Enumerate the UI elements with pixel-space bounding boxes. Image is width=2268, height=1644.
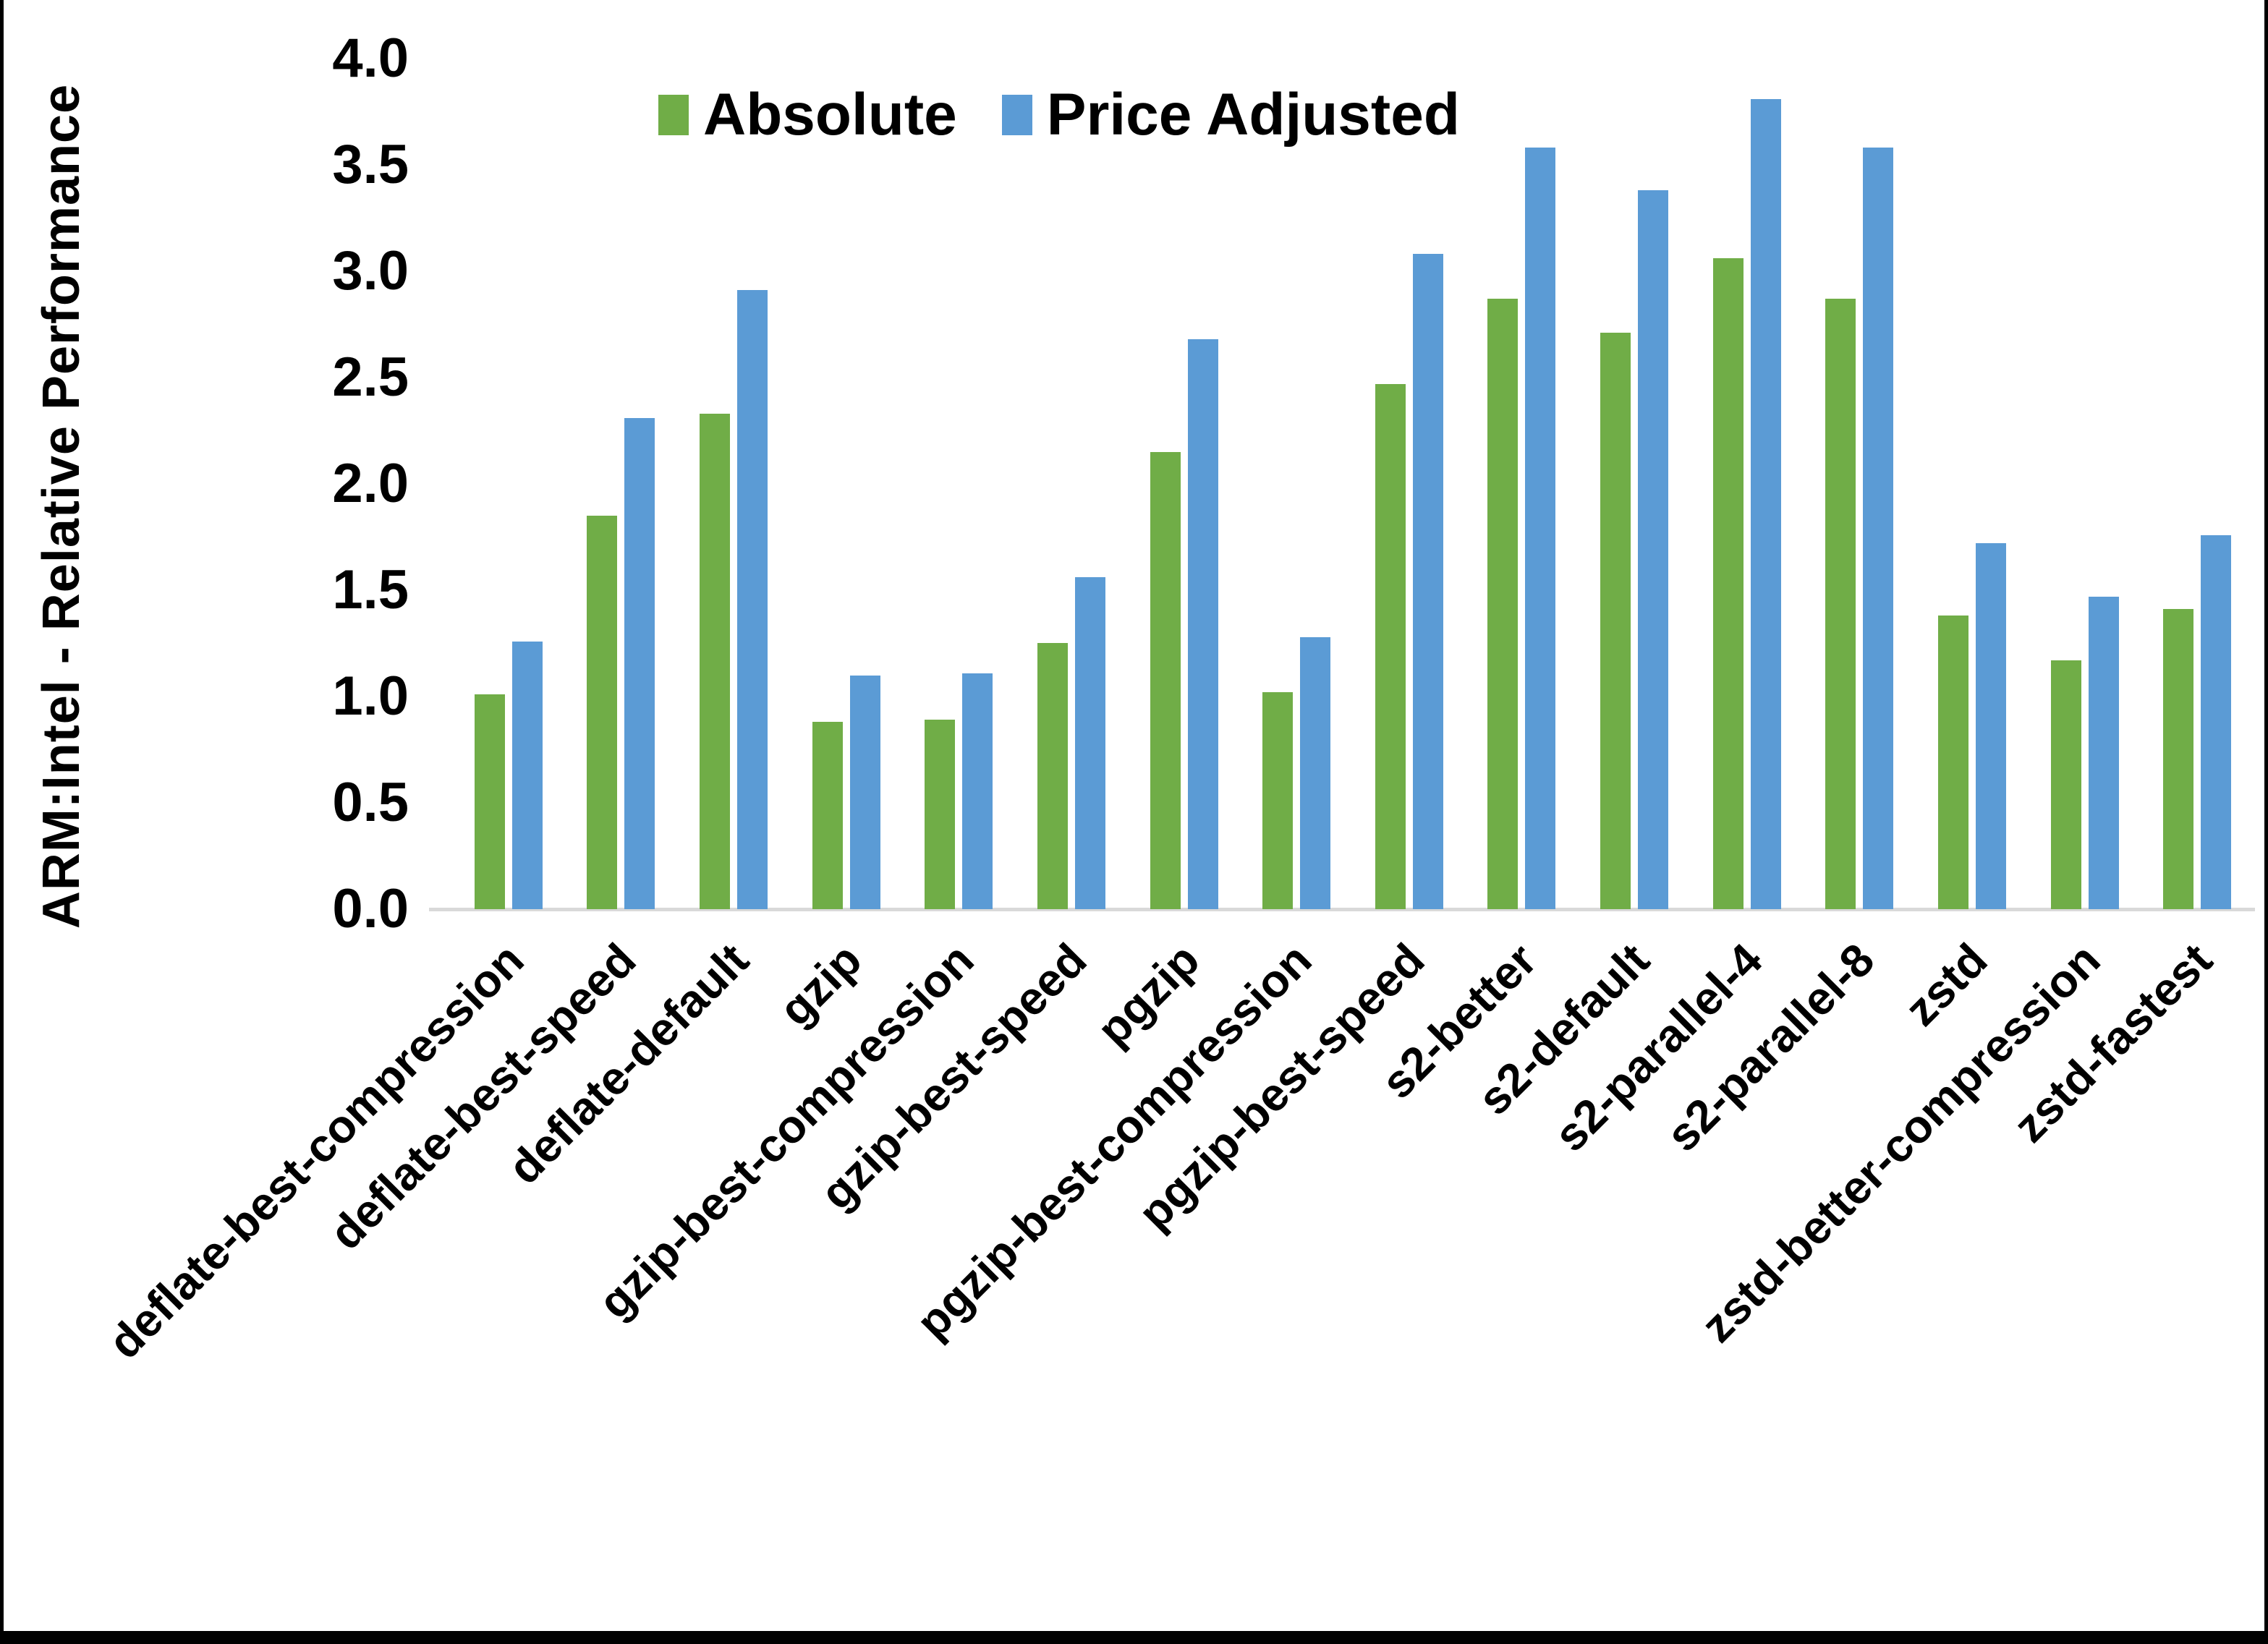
legend-item-price-adjusted: Price Adjusted: [1001, 82, 1460, 148]
bar-price-adjusted-s2-better: [1525, 148, 1556, 909]
bar-price-adjusted-pgzip-best-speed: [1412, 254, 1443, 909]
legend-label-absolute: Absolute: [703, 82, 957, 148]
bar-absolute-zstd-better-compression: [2050, 660, 2081, 909]
bar-absolute-deflate-best-speed: [587, 516, 618, 909]
bar-price-adjusted-deflate-best-compression: [511, 642, 543, 909]
bar-absolute-gzip-best-speed: [1037, 643, 1068, 909]
y-tick-label: 2.0: [332, 453, 409, 514]
y-tick-label: 4.0: [332, 27, 409, 89]
bar-absolute-s2-parallel-8: [1825, 299, 1856, 909]
y-tick-label: 3.0: [332, 240, 409, 302]
bar-price-adjusted-deflate-default: [737, 290, 768, 909]
legend-swatch-price-adjusted-icon: [1001, 95, 1032, 135]
y-tick-label: 0.5: [332, 772, 409, 833]
y-tick-label: 2.5: [332, 346, 409, 408]
bar-price-adjusted-s2-default: [1638, 190, 1669, 909]
legend-label-price-adjusted: Price Adjusted: [1046, 82, 1460, 148]
bar-price-adjusted-s2-parallel-8: [1863, 148, 1894, 909]
bar-price-adjusted-zstd-better-compression: [2088, 597, 2119, 909]
bar-absolute-zstd-fastest: [2163, 609, 2194, 909]
bar-price-adjusted-s2-parallel-4: [1750, 99, 1781, 909]
bar-price-adjusted-gzip-best-speed: [1074, 577, 1105, 909]
y-tick-label: 3.5: [332, 134, 409, 195]
bar-price-adjusted-gzip: [849, 676, 880, 909]
bar-absolute-s2-better: [1487, 299, 1519, 909]
bar-absolute-pgzip-best-speed: [1375, 384, 1406, 909]
bar-absolute-pgzip-best-compression: [1262, 692, 1294, 909]
legend-item-absolute: Absolute: [658, 85, 957, 145]
y-tick-label: 1.5: [332, 559, 409, 621]
bar-absolute-gzip-best-compression: [925, 720, 956, 909]
bar-absolute-deflate-default: [700, 414, 731, 909]
bar-price-adjusted-pgzip: [1187, 339, 1218, 909]
bar-absolute-s2-parallel-4: [1712, 258, 1744, 909]
bar-absolute-zstd: [1937, 616, 1968, 909]
chart-legend: Absolute Price Adjusted: [658, 85, 1460, 145]
legend-swatch-absolute-icon: [658, 95, 689, 135]
y-tick-label: 1.0: [332, 665, 409, 727]
bar-price-adjusted-pgzip-best-compression: [1300, 637, 1331, 909]
bar-price-adjusted-zstd: [1975, 543, 2006, 909]
y-axis-title: ARM:Intel - Relative Performance: [33, 83, 90, 929]
x-axis-baseline: [429, 908, 2255, 911]
bar-price-adjusted-deflate-best-speed: [624, 418, 655, 909]
bar-absolute-s2-default: [1600, 333, 1631, 909]
bar-absolute-gzip: [812, 722, 843, 909]
y-tick-label: 0.0: [332, 878, 409, 940]
bar-absolute-deflate-best-compression: [474, 694, 505, 909]
bar-price-adjusted-gzip-best-compression: [962, 673, 993, 909]
bar-absolute-pgzip: [1150, 452, 1181, 909]
bar-price-adjusted-zstd-fastest: [2201, 535, 2232, 909]
